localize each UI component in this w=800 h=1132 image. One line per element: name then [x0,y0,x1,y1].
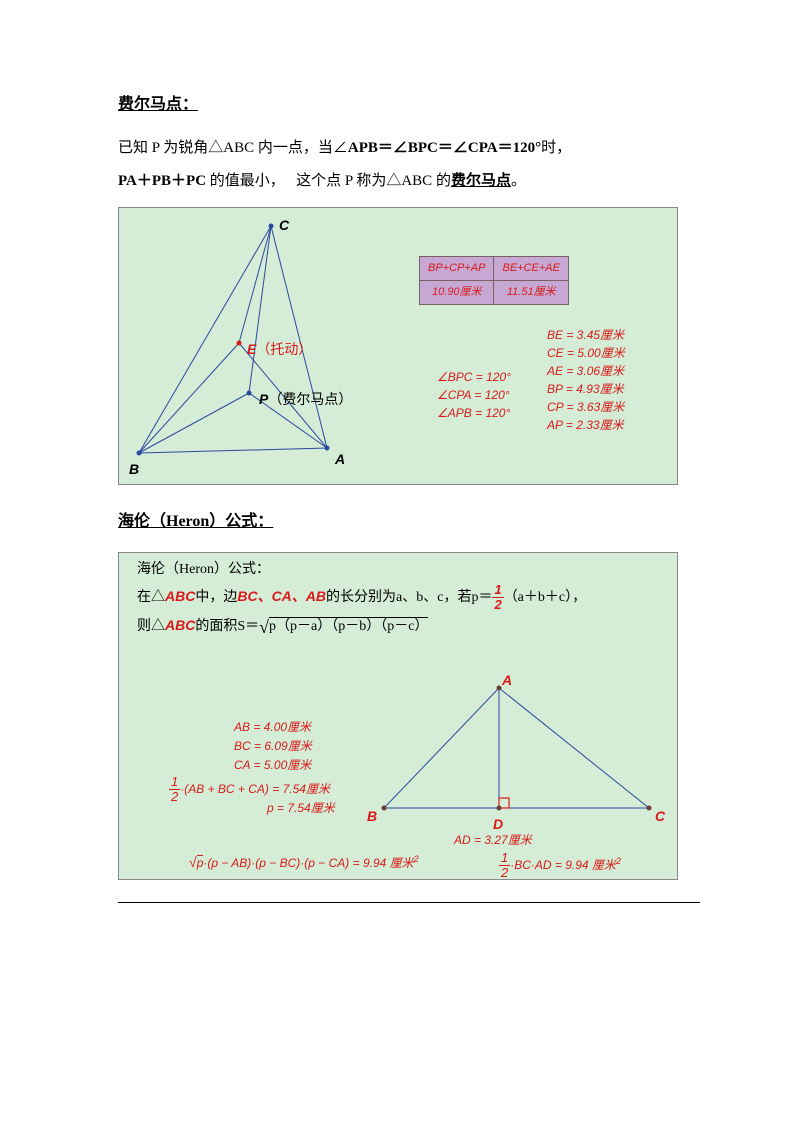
angle: ∠CPA = 120° [437,386,511,404]
label-C: C [279,212,289,239]
label-A: A [335,446,345,473]
t: 费尔马点 [451,173,511,189]
t: ·BC·AD = 9.94 厘米 [510,858,616,872]
len: BP = 4.93厘米 [547,380,625,398]
heron-sqrt: √p·(p − AB)·(p − BC)·(p − CA) = 9.94 厘米2 [189,851,419,873]
t: 这个点 P 称为△ABC 的 [296,173,451,189]
th: BP+CP+AP [420,257,494,281]
td: 11.51厘米 [494,281,568,305]
t: APB＝∠BPC＝∠CPA＝120° [348,140,541,156]
fermat-line2: PA＋PB＋PC 的值最小， 这个点 P 称为△ABC 的费尔马点。 [118,167,700,196]
measurement-table: BP+CP+APBE+CE+AE 10.90厘米11.51厘米 [419,256,569,305]
td: 10.90厘米 [420,281,494,305]
m: CA = 5.00厘米 [234,756,312,775]
fermat-title: 费尔马点： [118,90,700,120]
th: BE+CE+AE [494,257,568,281]
len: CP = 3.63厘米 [547,398,625,416]
len: AP = 2.33厘米 [547,416,625,434]
heron-diagram-panel: 海伦（Heron）公式： 在△ABC中，边BC、CA、AB的长分别为a、b、c，… [118,552,678,880]
t: PA＋PB＋PC [118,173,206,189]
t: 。 [511,173,526,189]
t: 时， [541,140,571,156]
len: BE = 3.45厘米 [547,326,625,344]
label-A2: A [502,667,512,694]
heron-title: 海伦（Heron）公式： [118,507,700,537]
t: ·(p − AB)·(p − BC)·(p − CA) = 9.94 厘米 [203,856,413,870]
m: AB = 4.00厘米 [234,718,312,737]
label-E: E（托动） [247,336,312,365]
label-B: B [129,456,139,483]
fermat-line1: 已知 P 为锐角△ABC 内一点，当∠APB＝∠BPC＝∠CPA＝120°时， [118,134,700,163]
divider [118,902,700,903]
len: CE = 5.00厘米 [547,344,625,362]
angle: ∠BPC = 120° [437,368,511,386]
fermat-diagram-panel: B A C P（费尔马点） E（托动） BP+CP+APBE+CE+AE 10.… [118,207,678,485]
len: AE = 3.06厘米 [547,362,625,380]
length-list: BE = 3.45厘米 CE = 5.00厘米 AE = 3.06厘米 BP =… [547,326,625,434]
heron-half-bcad: 12·BC·AD = 9.94 厘米2 [499,851,621,881]
t: 已知 P 为锐角△ABC 内一点，当∠ [118,140,348,156]
heron-meas-left: AB = 4.00厘米 BC = 6.09厘米 CA = 5.00厘米 [234,718,312,776]
heron-AD: AD = 3.27厘米 [454,831,532,850]
label-C2: C [655,803,665,830]
label-B2: B [367,803,377,830]
t: ·(AB + BC + CA) = 7.54厘米 [180,782,330,796]
angle: ∠APB = 120° [437,404,511,422]
angle-list: ∠BPC = 120° ∠CPA = 120° ∠APB = 120° [437,368,511,422]
m: BC = 6.09厘米 [234,737,312,756]
heron-p: p = 7.54厘米 [267,799,335,818]
heron-svg [119,553,679,881]
t: 的值最小， [206,173,285,189]
label-P: P（费尔马点） [259,386,352,415]
